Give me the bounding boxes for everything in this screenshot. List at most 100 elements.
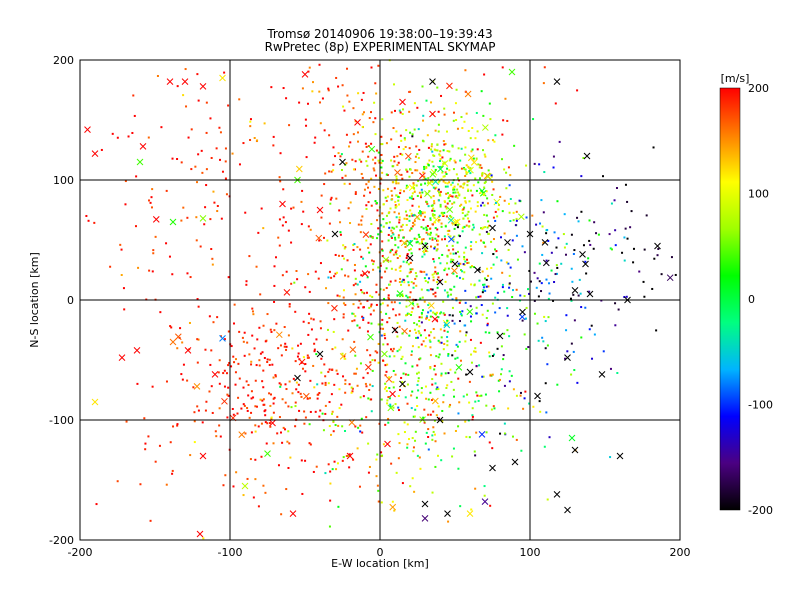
data-point [272,397,275,400]
data-point [278,218,281,221]
data-point [484,226,487,229]
data-point [473,284,476,287]
data-point [432,410,435,413]
data-point [441,238,444,241]
data-point [431,238,434,241]
data-point [572,293,575,296]
data-point [341,352,344,355]
data-point [302,210,305,213]
data-point [485,278,488,281]
data-point [417,205,420,208]
data-point [407,263,410,266]
data-point-x [354,119,361,126]
data-point [374,133,377,136]
data-point [508,274,511,277]
data-point [367,180,370,183]
data-point [329,198,332,201]
data-point [348,182,351,185]
data-point [388,397,391,400]
data-point [470,241,473,244]
data-point [217,371,220,374]
data-point [232,355,235,358]
data-point [396,155,399,158]
y-axis-label: N-S location [km] [28,252,41,348]
data-point [522,407,525,410]
data-point [263,356,266,359]
data-point [498,378,501,381]
data-point [460,116,463,119]
data-point [512,219,515,222]
data-point [284,221,287,224]
data-point [362,395,365,398]
data-point [416,194,419,197]
data-point-x [365,363,372,371]
data-point [400,225,403,228]
data-point [578,278,581,281]
data-point [527,346,530,349]
data-point [486,309,489,312]
data-point [417,377,420,380]
data-point [375,458,378,461]
data-point [443,161,446,164]
data-point [428,277,431,280]
data-point [377,489,380,492]
data-point [176,423,179,426]
data-point [490,175,493,178]
data-point-x [474,266,481,274]
data-point [339,231,342,234]
data-point [306,397,309,400]
data-point [501,271,504,274]
data-point [469,166,472,169]
data-point [268,358,271,361]
data-point [380,501,383,504]
data-point [361,431,364,434]
data-point [403,431,406,434]
data-point [464,168,467,171]
data-point [353,263,356,266]
data-point [215,435,218,438]
data-point [442,175,445,178]
data-point [391,194,394,197]
data-point [446,335,449,338]
data-point [457,191,460,194]
data-point [414,408,417,411]
data-point [342,313,345,316]
data-point [562,233,565,236]
data-point [297,383,300,386]
data-point [120,274,123,277]
data-point [344,246,347,249]
data-point-x [211,371,219,378]
data-point [467,188,470,191]
data-point [454,429,457,432]
data-point [247,383,250,386]
data-point [433,272,436,275]
data-point [235,471,238,474]
data-point [491,354,494,357]
data-point [479,341,482,344]
data-point [546,363,549,366]
data-point [109,265,112,268]
data-point [360,160,363,163]
data-point [464,334,467,337]
data-point [370,305,373,308]
data-point [304,363,307,366]
data-point [429,245,432,248]
data-point [428,339,431,342]
data-point [478,364,481,367]
data-point [193,441,196,444]
data-point [427,304,430,307]
data-point [294,401,297,404]
data-point [394,251,397,254]
data-point [430,196,433,199]
data-point-x [429,78,436,85]
data-point [468,220,471,223]
data-point [358,299,361,302]
data-point [413,102,416,105]
data-point [541,336,544,339]
data-point [446,291,449,294]
data-point [447,352,450,355]
data-point [454,350,457,353]
data-point [294,360,297,363]
data-point [432,207,435,210]
data-point [242,494,245,497]
